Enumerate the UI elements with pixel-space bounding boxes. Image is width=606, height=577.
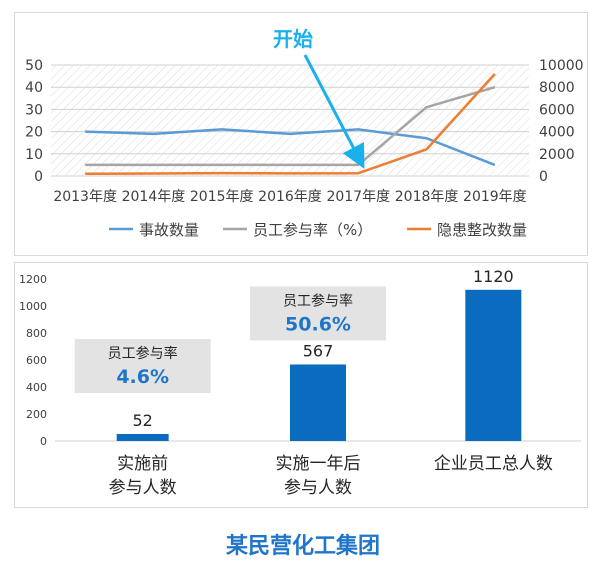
line-chart-panel: 0 10 20 30 40 50 0 2000 4000 6000 8000 10000 2013年度 2… [14,12,588,256]
y-left-tick-label: 30 [25,102,43,118]
callout-value: 50.6% [285,313,351,335]
callout-box [74,338,211,393]
x-tick-label: 2016年度 [258,189,322,205]
x-tick-label: 2017年度 [326,189,390,205]
bar-chart-panel: 0 200 400 600 800 1000 1200 员工参与率 4.6% 员工参与率 50.6%… [14,262,588,508]
y-right-tick-label: 2000 [539,147,575,163]
line-chart: 0 10 20 30 40 50 0 2000 4000 6000 8000 10000 2013年度 2… [25,27,584,239]
x-tick-label: 2019年度 [463,189,527,205]
x-tick-label: 参与人数 [109,478,177,498]
x-tick-label: 2018年度 [395,189,459,205]
annotation-label: 开始 [273,27,313,51]
y-left-tick-label: 10 [25,147,43,163]
y-tick-label: 1200 [19,273,47,286]
y-right-tick-label: 6000 [539,102,575,118]
y-left-tick-label: 0 [34,169,43,185]
y-tick-label: 0 [40,435,47,448]
x-tick-label: 2013年度 [53,189,117,205]
y-left-tick-label: 40 [25,80,43,96]
company-title: 某民营化工集团 [225,534,380,559]
y-tick-label: 800 [26,327,47,340]
bar-data-label: 52 [132,411,152,430]
bar-data-label: 567 [303,341,334,360]
x-tick-label: 2014年度 [122,189,186,205]
series-line [85,73,496,176]
x-tick-label: 企业员工总人数 [434,454,553,474]
y-tick-label: 1000 [19,300,47,313]
bar [116,433,169,441]
y-tick-label: 400 [26,381,47,394]
x-tick-label: 参与人数 [284,478,352,498]
legend-label: 员工参与率（%） [253,221,372,239]
series-line [85,128,496,167]
bar [465,289,522,441]
y-right-tick-label: 8000 [539,80,575,96]
legend-label: 事故数量 [139,221,199,239]
y-right-tick-label: 0 [539,169,548,185]
bar-chart: 0 200 400 600 800 1000 1200 员工参与率 4.6% 员工参与率 50.6%… [19,267,581,498]
callout-label: 员工参与率 [108,345,178,362]
callout-box [250,286,386,341]
y-right-tick-label: 10000 [539,58,584,74]
y-tick-label: 600 [26,354,47,367]
bar-data-label: 1120 [473,267,514,286]
y-tick-label: 200 [26,408,47,421]
bar [290,364,346,441]
y-left-tick-label: 50 [25,58,43,74]
legend-label: 隐患整改数量 [437,221,527,239]
series-line [85,86,496,167]
y-right-tick-label: 4000 [539,125,575,141]
annotation-arrow [303,54,365,169]
y-left-tick-label: 20 [25,125,43,141]
x-tick-label: 实施一年后 [276,454,361,474]
plot-area [51,65,529,176]
callout-label: 员工参与率 [283,292,353,309]
x-tick-label: 实施前 [117,454,168,474]
callout-value: 4.6% [116,366,169,388]
x-tick-label: 2015年度 [190,189,254,205]
